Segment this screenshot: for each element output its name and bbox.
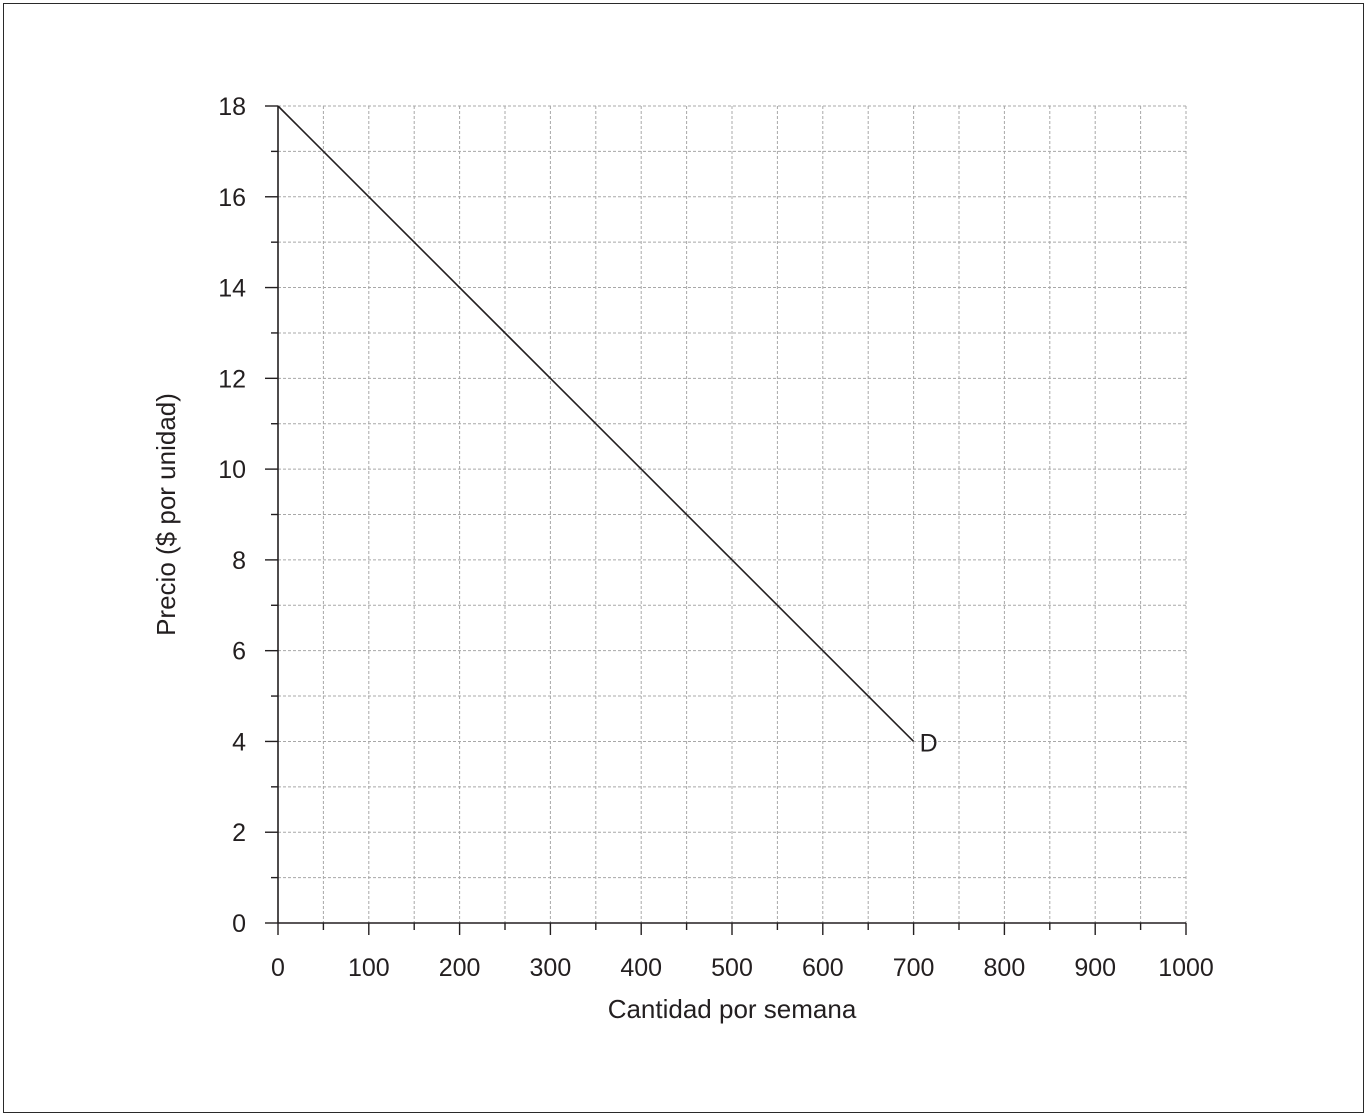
axes — [265, 105, 1187, 935]
x-tick-label: 900 — [1074, 954, 1116, 982]
y-axis-title: Precio ($ por unidad) — [151, 393, 181, 636]
x-tick-label: 700 — [893, 954, 935, 982]
y-tick-label: 4 — [232, 728, 246, 756]
y-tick-label: 12 — [218, 365, 246, 393]
x-tick-label: 200 — [439, 954, 481, 982]
x-tick-label: 1000 — [1158, 954, 1214, 982]
x-tick-label: 500 — [711, 954, 753, 982]
x-tick-label: 0 — [271, 954, 285, 982]
labels: 0 100 200 300 400 500 600 700 800 900 1000 0 2 4 6 8 10 1… — [218, 93, 1214, 982]
y-tick-label: 2 — [232, 819, 246, 847]
y-tick-label: 10 — [218, 456, 246, 484]
x-tick-label: 300 — [530, 954, 572, 982]
y-tick-label: 6 — [232, 638, 246, 666]
y-tick-label: 16 — [218, 184, 246, 212]
x-tick-label: 800 — [984, 954, 1026, 982]
x-axis-title: Cantidad por semana — [608, 994, 857, 1024]
y-tick-label: 14 — [218, 275, 246, 303]
y-tick-label: 18 — [218, 93, 246, 121]
x-tick-label: 400 — [620, 954, 662, 982]
demand-line — [277, 105, 915, 743]
series-label-d: D — [920, 729, 938, 757]
x-tick-label: 600 — [802, 954, 844, 982]
grid — [278, 105, 1187, 923]
series — [277, 105, 915, 743]
chart-frame — [3, 3, 1364, 1113]
x-tick-label: 100 — [348, 954, 390, 982]
y-tick-label: 8 — [232, 547, 246, 575]
y-tick-label: 0 — [232, 910, 246, 938]
